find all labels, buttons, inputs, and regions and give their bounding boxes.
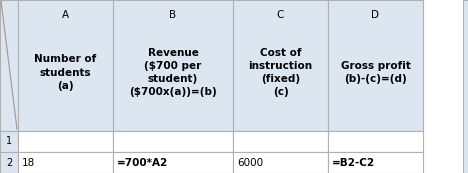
Bar (18, 152, 113, 173)
Text: Revenue
($700 per
student)
($700x(a))=(b): Revenue ($700 per student) ($700x(a))=(b… (129, 48, 217, 97)
Bar (0, 152, 18, 173)
Text: 6000: 6000 (237, 157, 263, 167)
Bar (233, 0, 328, 131)
Text: D: D (372, 10, 380, 20)
Text: Gross profit
(b)-(c)=(d): Gross profit (b)-(c)=(d) (341, 61, 410, 84)
Bar (113, 0, 233, 131)
Text: 18: 18 (22, 157, 35, 167)
Bar (328, 0, 423, 131)
Bar (233, 131, 328, 152)
Bar (463, 0, 468, 173)
Text: A: A (62, 10, 69, 20)
Text: C: C (277, 10, 284, 20)
Bar (0, 131, 18, 152)
Text: 2: 2 (6, 157, 12, 167)
Bar (328, 152, 423, 173)
Text: Cost of
instruction
(fixed)
(c): Cost of instruction (fixed) (c) (249, 48, 313, 97)
Bar (18, 131, 113, 152)
Bar (113, 131, 233, 152)
Text: Number of
students
(a): Number of students (a) (34, 54, 96, 91)
Bar (113, 152, 233, 173)
Bar (233, 152, 328, 173)
Bar (0, 0, 18, 131)
Text: =B2-C2: =B2-C2 (332, 157, 375, 167)
Text: B: B (169, 10, 176, 20)
Text: 1: 1 (6, 136, 12, 147)
Bar (328, 131, 423, 152)
Bar (18, 0, 113, 131)
Text: =700*A2: =700*A2 (117, 157, 168, 167)
